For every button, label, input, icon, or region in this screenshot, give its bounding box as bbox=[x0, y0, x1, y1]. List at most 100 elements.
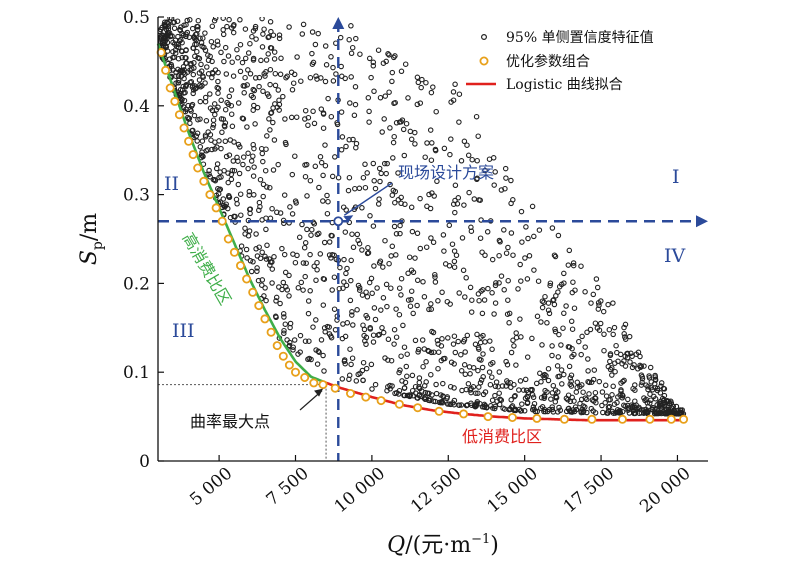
cloud-point bbox=[263, 146, 269, 152]
cloud-point bbox=[387, 125, 393, 131]
cloud-point bbox=[298, 279, 305, 286]
cloud-point bbox=[596, 302, 602, 309]
cloud-point bbox=[513, 362, 519, 368]
cloud-point bbox=[398, 194, 404, 201]
optimized-point bbox=[199, 176, 209, 186]
cloud-point bbox=[271, 56, 278, 62]
cloud-point bbox=[320, 198, 326, 204]
cloud-point bbox=[341, 357, 348, 363]
cloud-point bbox=[368, 275, 375, 282]
cloud-point bbox=[403, 363, 410, 370]
cloud-point bbox=[352, 84, 359, 90]
cloud-point bbox=[236, 170, 243, 177]
cloud-point bbox=[451, 385, 457, 391]
cloud-point bbox=[473, 113, 480, 120]
cloud-point bbox=[212, 17, 219, 21]
optimized-point bbox=[394, 399, 404, 409]
y-tick-label: 0.1 bbox=[123, 363, 150, 383]
cloud-point bbox=[313, 317, 319, 323]
cloud-point bbox=[403, 120, 410, 127]
cloud-point bbox=[518, 278, 524, 284]
cloud-point bbox=[602, 382, 609, 389]
cloud-point bbox=[370, 59, 377, 66]
cloud-point bbox=[591, 367, 598, 373]
cloud-point bbox=[361, 332, 367, 339]
cloud-point bbox=[585, 356, 591, 362]
cloud-point bbox=[427, 205, 434, 212]
cloud-point bbox=[571, 351, 577, 358]
cloud-point bbox=[379, 129, 385, 135]
cloud-point bbox=[584, 409, 590, 416]
cloud-point bbox=[386, 260, 392, 267]
cloud-point bbox=[263, 57, 270, 63]
cloud-point bbox=[383, 281, 390, 288]
cloud-point bbox=[300, 21, 307, 28]
cloud-point bbox=[475, 291, 482, 297]
cloud-point bbox=[353, 378, 360, 384]
cloud-point bbox=[189, 25, 196, 32]
cloud-point bbox=[545, 377, 552, 384]
cloud-point bbox=[303, 161, 310, 168]
cloud-point bbox=[349, 309, 355, 315]
cloud-point bbox=[363, 365, 370, 372]
design-scheme-pointer bbox=[343, 182, 393, 216]
cloud-point bbox=[306, 338, 312, 344]
cloud-point bbox=[302, 173, 309, 180]
cloud-point bbox=[361, 326, 368, 333]
cloud-point bbox=[397, 367, 403, 373]
cloud-point bbox=[467, 284, 474, 291]
cloud-point bbox=[318, 75, 324, 81]
cloud-point bbox=[561, 280, 567, 286]
cloud-point bbox=[482, 339, 488, 345]
cloud-point bbox=[519, 239, 525, 245]
cloud-point bbox=[272, 82, 279, 89]
cloud-point bbox=[422, 396, 428, 403]
cloud-point bbox=[184, 69, 191, 75]
cloud-point bbox=[491, 182, 497, 188]
cloud-point bbox=[478, 217, 484, 223]
cloud-point bbox=[522, 255, 528, 261]
region-label-iii: III bbox=[172, 320, 195, 342]
cloud-point bbox=[181, 75, 187, 82]
cloud-point bbox=[206, 171, 212, 177]
y-axis-title-sub: p bbox=[90, 241, 106, 250]
cloud-point bbox=[401, 392, 407, 398]
cloud-point bbox=[226, 17, 232, 23]
cloud-point bbox=[349, 312, 355, 318]
cloud-point bbox=[618, 387, 624, 393]
cloud-point bbox=[210, 122, 217, 128]
cloud-point bbox=[552, 328, 559, 335]
cloud-point bbox=[389, 69, 396, 76]
cloud-point bbox=[265, 51, 271, 57]
cloud-point bbox=[587, 326, 594, 333]
cloud-point bbox=[602, 400, 608, 406]
cloud-point bbox=[385, 51, 391, 57]
cloud-point bbox=[215, 90, 221, 96]
cloud-point bbox=[487, 381, 494, 388]
cloud-point bbox=[353, 35, 359, 42]
cloud-point bbox=[506, 320, 512, 326]
cloud-point bbox=[476, 356, 483, 363]
cloud-point bbox=[508, 230, 515, 236]
cloud-point bbox=[386, 89, 392, 95]
cloud-point bbox=[474, 175, 480, 182]
cloud-point bbox=[397, 230, 403, 237]
cloud-point bbox=[228, 111, 235, 117]
cloud-point bbox=[272, 313, 279, 320]
cloud-point bbox=[177, 26, 183, 33]
cloud-point bbox=[530, 394, 537, 401]
cloud-point bbox=[549, 225, 556, 231]
cloud-point bbox=[235, 141, 242, 148]
cloud-point bbox=[612, 368, 618, 375]
cloud-point bbox=[220, 31, 227, 38]
cloud-point bbox=[367, 324, 373, 331]
cloud-point bbox=[343, 282, 350, 289]
cloud-point bbox=[607, 358, 613, 365]
cloud-point bbox=[244, 124, 250, 130]
cloud-point bbox=[613, 342, 619, 349]
cloud-point bbox=[276, 35, 283, 42]
cloud-point bbox=[252, 121, 258, 127]
cloud-point bbox=[260, 158, 266, 165]
cloud-point bbox=[336, 285, 343, 292]
cloud-point bbox=[359, 205, 365, 211]
